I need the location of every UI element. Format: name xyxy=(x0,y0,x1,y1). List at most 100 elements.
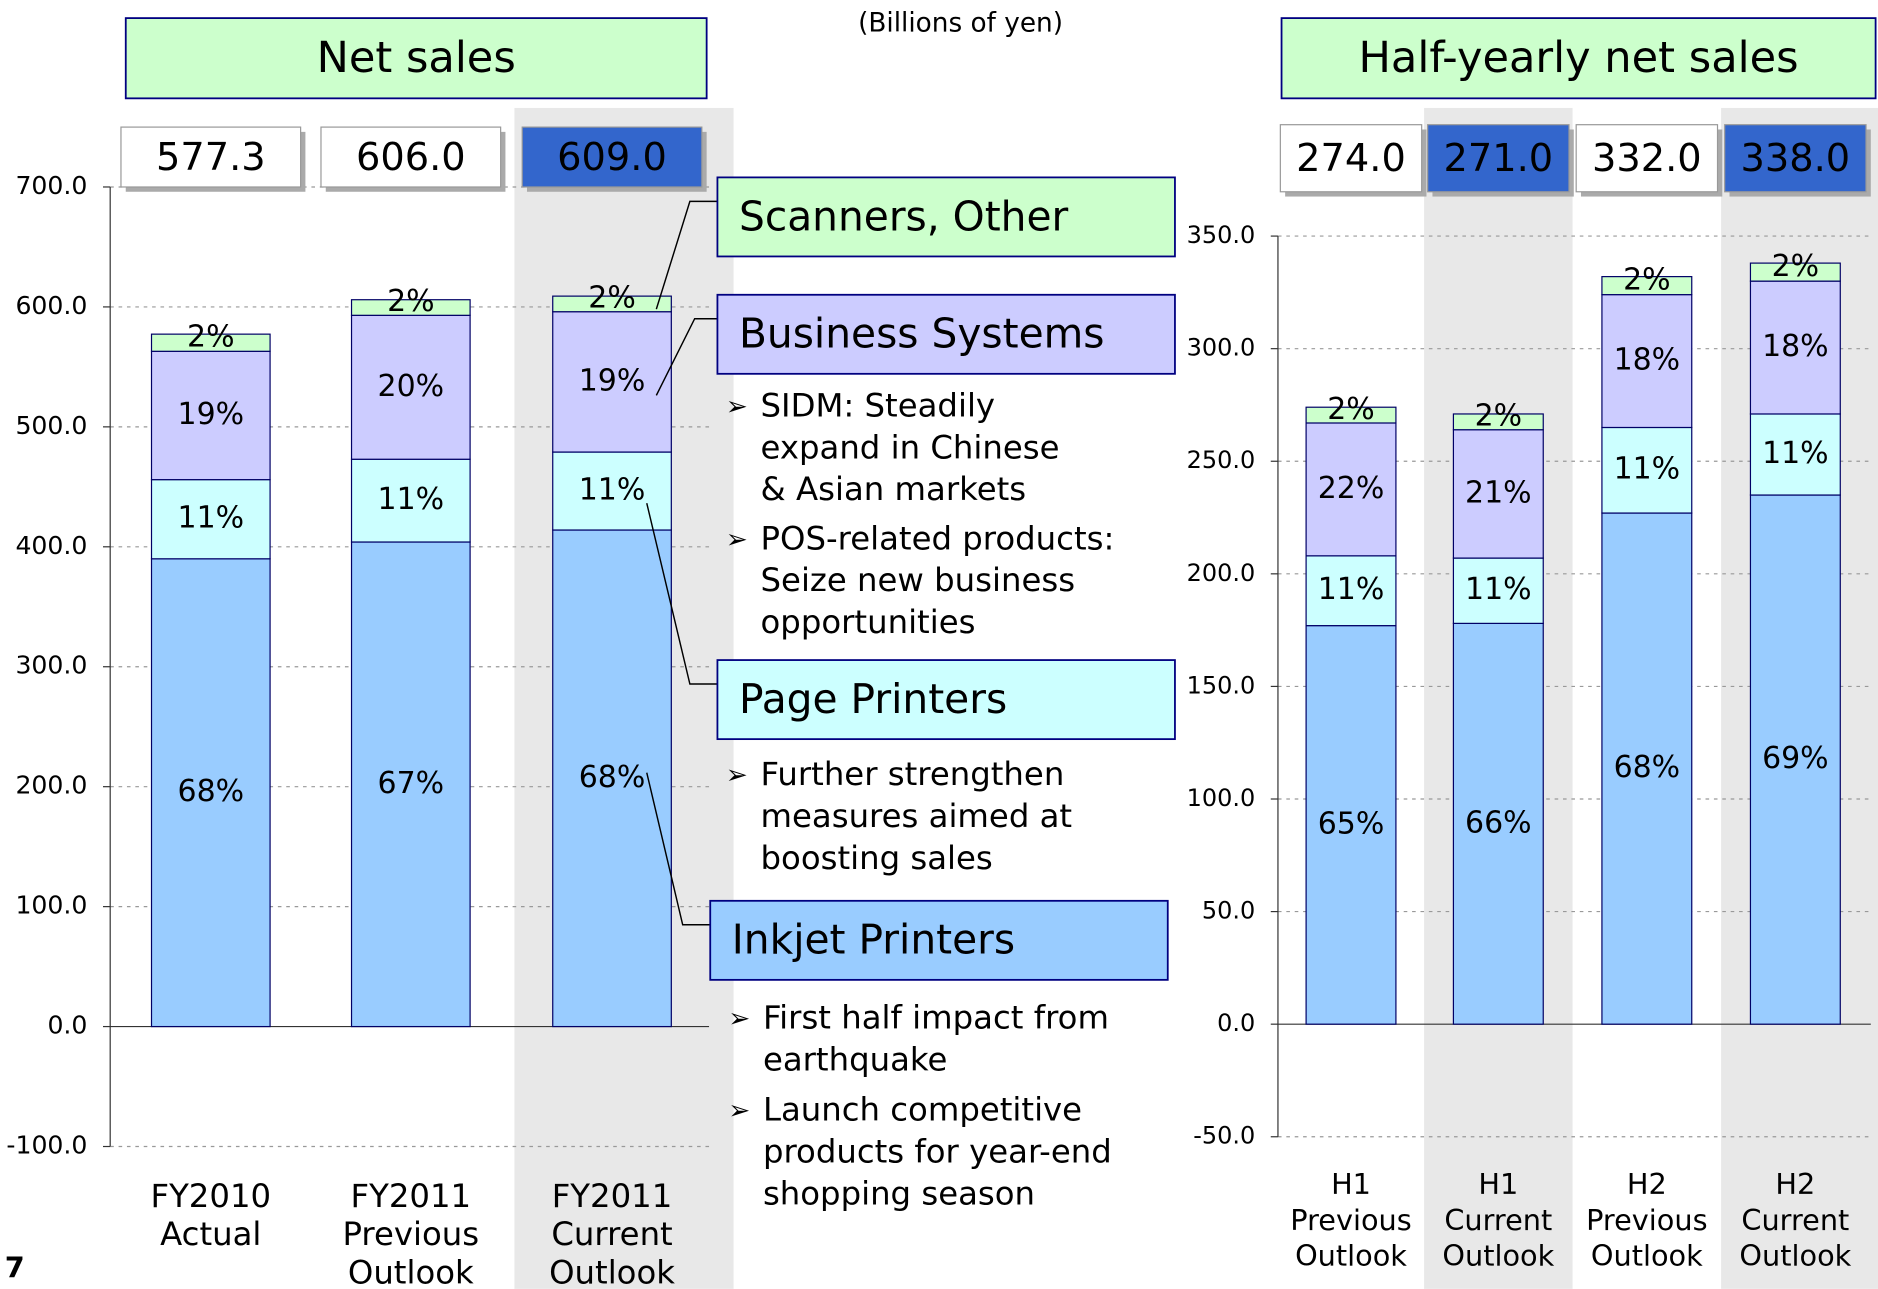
connector xyxy=(646,772,711,926)
share-label: 69% xyxy=(1762,741,1829,776)
y-tick-label: 400.0 xyxy=(15,531,87,560)
total-label: 609.0 xyxy=(557,135,667,180)
bar-segment xyxy=(1601,276,1693,296)
share-label: 19% xyxy=(178,397,245,432)
share-label: 18% xyxy=(1614,343,1681,378)
bar-segment xyxy=(350,458,471,543)
x-tick-label: H2 xyxy=(1775,1167,1815,1201)
share-label: 19% xyxy=(579,363,646,398)
share-label: 2% xyxy=(1327,392,1374,427)
y-tick-label: 700.0 xyxy=(15,171,87,200)
y-tick-label: 300.0 xyxy=(15,651,87,680)
x-tick-label: H1 xyxy=(1478,1167,1518,1201)
x-tick-label: Current xyxy=(1444,1203,1552,1237)
note-text: First half impact from xyxy=(763,998,1109,1036)
bar-segment xyxy=(1452,413,1544,431)
title-box xyxy=(124,17,708,100)
legend-box xyxy=(709,899,1169,981)
total-box xyxy=(1724,124,1867,193)
legend-label: Inkjet Printers xyxy=(732,916,1015,964)
total-label: 577.3 xyxy=(156,135,266,180)
note-text: SIDM: Steadily xyxy=(761,386,996,424)
bar-segment xyxy=(1305,406,1397,424)
legend-box xyxy=(716,293,1176,375)
bar-segment xyxy=(1749,413,1841,496)
x-tick-label: Actual xyxy=(160,1215,261,1253)
bar-segment xyxy=(350,541,471,1028)
y-tick-label: 350.0 xyxy=(1187,221,1256,249)
x-tick-label: Outlook xyxy=(348,1253,474,1289)
total-box xyxy=(1427,124,1570,193)
share-label: 68% xyxy=(178,774,245,809)
chart-title: Net sales xyxy=(317,33,516,83)
share-label: 20% xyxy=(378,369,445,404)
bar-segment xyxy=(552,295,672,313)
x-tick-label: Outlook xyxy=(1295,1239,1407,1273)
share-label: 18% xyxy=(1762,329,1829,364)
bar-segment xyxy=(1749,280,1841,415)
y-tick-label: 50.0 xyxy=(1202,897,1255,925)
share-label: 11% xyxy=(1762,436,1829,471)
y-tick-label: -50.0 xyxy=(1193,1122,1255,1150)
x-tick-label: Current xyxy=(1741,1203,1849,1237)
x-tick-label: Previous xyxy=(1586,1203,1707,1237)
x-tick-label: FY2010 xyxy=(150,1177,271,1215)
note-text: Further strengthen xyxy=(761,755,1065,793)
note-text: opportunities xyxy=(761,603,976,641)
bar-segment xyxy=(1749,494,1841,1025)
bar-segment xyxy=(552,529,672,1028)
bar-segment xyxy=(1601,426,1693,514)
share-label: 68% xyxy=(1614,750,1681,785)
y-tick-label: 500.0 xyxy=(15,411,87,440)
legend-label: Business Systems xyxy=(739,310,1105,358)
note-text: measures aimed at xyxy=(761,797,1073,835)
total-label: 606.0 xyxy=(356,135,466,180)
title-box xyxy=(1280,17,1877,100)
share-label: 11% xyxy=(579,473,646,508)
x-tick-label: Outlook xyxy=(1442,1239,1554,1273)
share-label: 67% xyxy=(378,766,445,801)
bar-segment xyxy=(1452,622,1544,1025)
x-tick-label: Outlook xyxy=(549,1253,675,1289)
x-tick-label: Previous xyxy=(343,1215,480,1253)
x-tick-label: Outlook xyxy=(1739,1239,1851,1273)
total-label: 274.0 xyxy=(1296,136,1406,181)
chart-title: Half-yearly net sales xyxy=(1359,33,1799,83)
note-text: earthquake xyxy=(763,1040,947,1078)
share-label: 21% xyxy=(1465,475,1532,510)
share-label: 2% xyxy=(1475,399,1522,434)
legend-label: Scanners, Other xyxy=(739,192,1069,240)
bar-segment xyxy=(552,451,672,531)
bullet: ➢ xyxy=(726,392,748,422)
share-label: 11% xyxy=(1614,452,1681,487)
share-label: 11% xyxy=(378,482,445,517)
x-tick-label: FY2011 xyxy=(351,1177,472,1215)
legend-box xyxy=(716,659,1176,741)
bar-segment xyxy=(150,479,271,560)
note-text: shopping season xyxy=(763,1174,1035,1212)
total-box xyxy=(1575,124,1719,193)
y-tick-label: 150.0 xyxy=(1187,671,1256,699)
total-label: 271.0 xyxy=(1443,136,1553,181)
connector xyxy=(655,200,718,310)
legend-box xyxy=(716,176,1176,258)
bar-segment xyxy=(1305,555,1397,627)
total-box xyxy=(320,126,502,188)
bar-segment xyxy=(150,350,271,481)
note-text: POS-related products: xyxy=(761,519,1115,557)
share-label: 11% xyxy=(1465,572,1532,607)
total-label: 338.0 xyxy=(1741,136,1851,181)
y-tick-label: 300.0 xyxy=(1187,334,1256,362)
share-label: 2% xyxy=(1772,249,1820,284)
y-tick-label: 200.0 xyxy=(1187,559,1256,587)
y-tick-label: 100.0 xyxy=(15,891,87,920)
note-text: & Asian markets xyxy=(761,470,1027,508)
total-box xyxy=(1279,124,1423,193)
x-tick-label: Previous xyxy=(1290,1203,1411,1237)
share-label: 22% xyxy=(1318,471,1385,506)
bar-segment xyxy=(1452,557,1544,624)
bar-segment xyxy=(150,333,271,352)
share-label: 68% xyxy=(579,760,646,795)
y-tick-label: 250.0 xyxy=(1187,446,1256,474)
